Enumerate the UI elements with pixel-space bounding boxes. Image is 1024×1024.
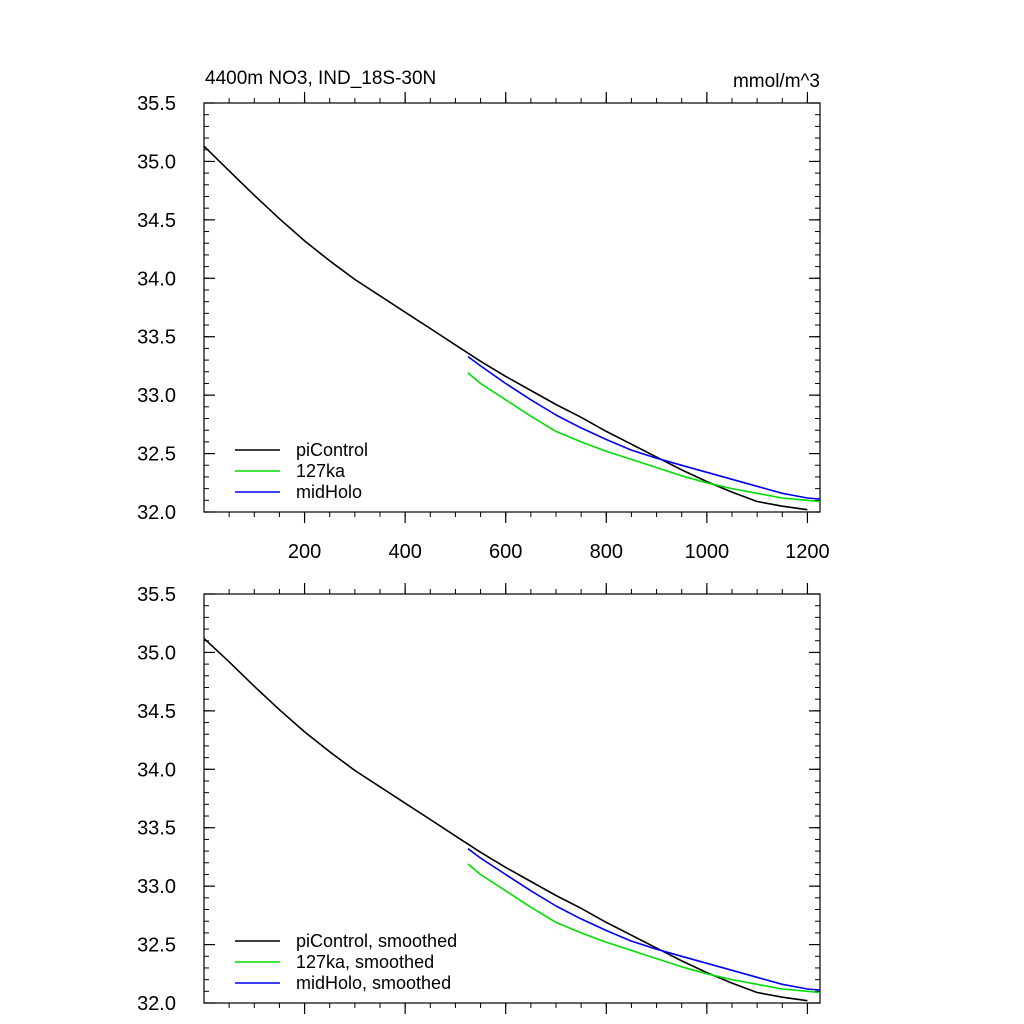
plot-frame	[203, 102, 821, 513]
series-line	[467, 372, 821, 503]
y-tick-label: 32.5	[137, 935, 176, 957]
legend-label: 127ka, smoothed	[296, 952, 434, 972]
top-panel: 4400m NO3, IND_18S-30N mmol/m^3 32.0 32.5…	[137, 68, 830, 563]
y-tick-label: 33.5	[137, 818, 176, 840]
x-tick-label: 400	[388, 541, 421, 563]
legend-label: piControl, smoothed	[296, 931, 457, 951]
y-tick-label: 32.0	[137, 502, 176, 524]
legend-label: 127ka	[296, 461, 346, 481]
y-tick-label: 32.5	[137, 444, 176, 466]
y-tick-label: 35.0	[137, 642, 176, 664]
legend-label: piControl	[296, 440, 368, 460]
y-tick-label: 34.5	[137, 701, 176, 723]
x-tick-label: 1000	[685, 541, 730, 563]
y-tick-label: 33.0	[137, 876, 176, 898]
x-tick-label: 200	[288, 541, 321, 563]
plot-frame	[203, 593, 821, 1004]
series-line	[467, 355, 821, 500]
x-tick-label: 600	[489, 541, 522, 563]
x-tick-label: 1200	[785, 541, 830, 563]
x-tick-label: 800	[590, 541, 623, 563]
y-tick-label: 32.0	[137, 993, 176, 1015]
series-line	[467, 848, 821, 991]
legend-label: midHolo, smoothed	[296, 973, 451, 993]
y-tick-label: 34.0	[137, 759, 176, 781]
y-tick-label: 34.5	[137, 210, 176, 232]
y-tick-label: 35.5	[137, 93, 176, 115]
y-tick-label: 34.0	[137, 268, 176, 290]
series-line	[203, 145, 808, 511]
legend-label: midHolo	[296, 482, 362, 502]
series-line	[467, 863, 821, 994]
series-line	[203, 637, 808, 1002]
y-tick-label: 35.5	[137, 584, 176, 606]
y-tick-label: 35.0	[137, 151, 176, 173]
y-tick-label: 33.5	[137, 327, 176, 349]
chart-title: 4400m NO3, IND_18S-30N	[205, 68, 436, 89]
y-tick-label: 33.0	[137, 385, 176, 407]
units-label: mmol/m^3	[733, 71, 820, 92]
bottom-panel: 32.0 32.5 33.0 33.5 34.0 34.5 35.0 35.5 piContro…	[137, 583, 821, 1015]
